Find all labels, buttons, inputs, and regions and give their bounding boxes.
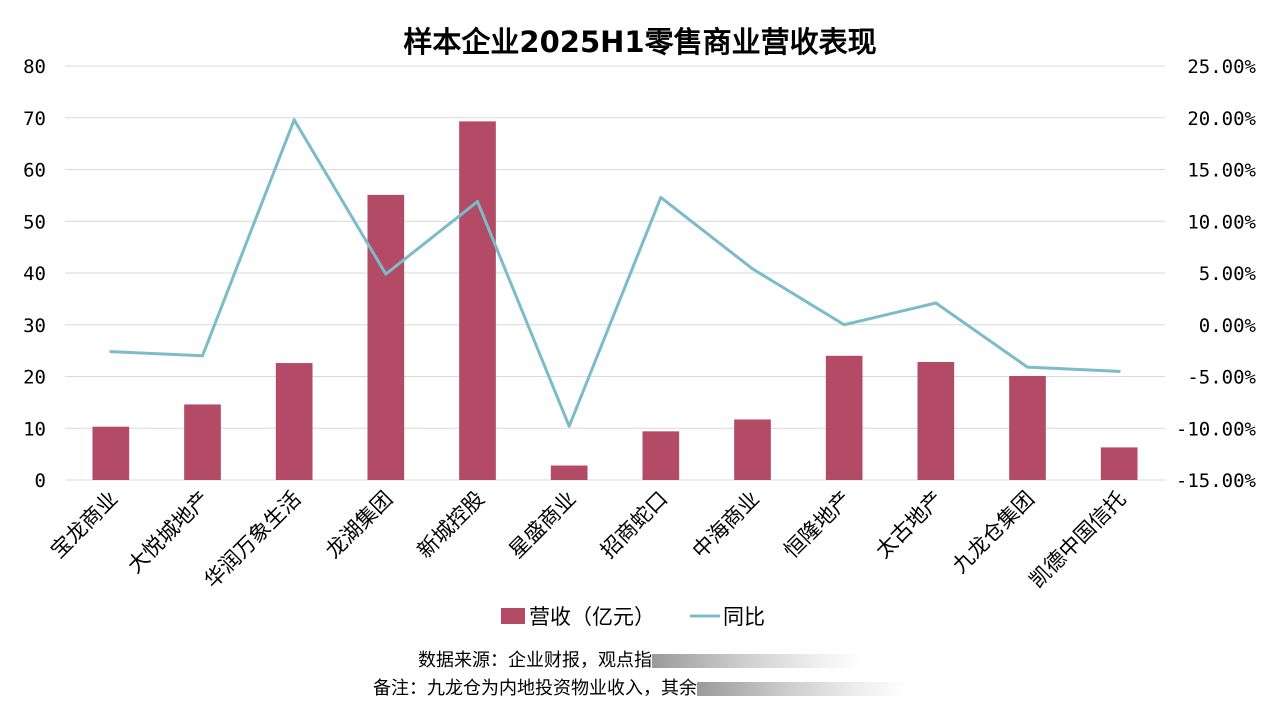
remark-text: 备注：九龙仓为内地投资物业收入，其余	[373, 678, 697, 699]
category-label: 宝龙商业	[46, 487, 122, 563]
left-tick-label: 60	[23, 160, 46, 182]
category-label: 大悦城地产	[123, 487, 214, 578]
bar	[92, 426, 130, 480]
yoy-point	[476, 200, 479, 204]
yoy-point	[384, 272, 388, 276]
category-label: 华润万象生活	[200, 487, 306, 593]
left-tick-label: 80	[23, 56, 46, 78]
yoy-point	[842, 323, 846, 327]
bar	[275, 363, 313, 480]
redacted-block	[697, 682, 907, 696]
redacted-block	[652, 654, 862, 668]
right-tick-label: 10.00%	[1187, 211, 1256, 233]
bar	[642, 431, 680, 480]
right-tick-label: -5.00%	[1187, 367, 1256, 389]
revenue-bars	[92, 121, 1138, 481]
bar	[825, 355, 863, 480]
yoy-point	[1026, 365, 1029, 369]
gridlines	[65, 65, 1165, 481]
yoy-point	[934, 301, 938, 305]
category-label: 太古地产	[871, 487, 947, 563]
category-label: 中海商业	[688, 487, 764, 563]
left-tick-label: 0	[35, 470, 46, 492]
bar	[367, 194, 405, 481]
bar	[459, 121, 496, 480]
right-tick-label: 25.00%	[1187, 56, 1256, 78]
yoy-point	[292, 118, 296, 122]
category-labels: 宝龙商业 大悦城地产华润万象生活 龙湖集团 新城控股 星盛商业 招商蛇口 中海商业 恒隆地产太…	[46, 487, 1131, 593]
left-axis-ticks: 0 10 20 30 40 50 60 70 80	[23, 56, 46, 492]
legend-swatch-revenue	[501, 608, 525, 624]
yoy-point	[567, 424, 571, 428]
category-label: 新城控股	[413, 487, 489, 563]
category-label: 九龙仓集团	[948, 487, 1039, 578]
source-note: 数据来源：企业财报，观点指	[0, 646, 1280, 672]
yoy-point	[201, 354, 204, 358]
category-label: 恒隆地产	[779, 487, 855, 563]
left-tick-label: 70	[23, 108, 46, 130]
left-tick-label: 20	[23, 367, 46, 389]
bar	[734, 419, 771, 480]
yoy-line	[109, 118, 1121, 428]
legend-label-yoy: 同比	[723, 605, 765, 629]
category-label: 凯德中国信托	[1025, 487, 1131, 593]
yoy-point	[109, 350, 113, 354]
chart-title: 样本企业2025H1零售商业营收表现	[403, 25, 876, 59]
bar	[1009, 375, 1046, 480]
right-axis-ticks: -15.00% -10.00% -5.00% 0.00% 5.00% 10.00% 15.0…	[1176, 56, 1257, 492]
legend: 营收（亿元） 同比	[501, 605, 765, 629]
bar	[917, 362, 955, 480]
left-tick-label: 40	[23, 263, 46, 285]
bar	[1100, 447, 1138, 480]
category-label: 招商蛇口	[596, 487, 672, 563]
left-tick-label: 10	[23, 418, 46, 440]
right-tick-label: 20.00%	[1187, 108, 1256, 130]
yoy-series-line	[110, 118, 1120, 428]
yoy-point	[751, 267, 754, 271]
bar	[184, 404, 221, 480]
right-tick-label: 0.00%	[1199, 315, 1257, 337]
left-tick-label: 30	[23, 315, 46, 337]
left-tick-label: 50	[23, 211, 46, 233]
yoy-point	[1117, 369, 1121, 373]
source-text: 数据来源：企业财报，观点指	[418, 650, 652, 671]
legend-label-revenue: 营收（亿元）	[529, 605, 655, 629]
category-label: 龙湖集团	[321, 487, 397, 563]
category-label: 星盛商业	[504, 487, 580, 563]
right-tick-label: 15.00%	[1187, 160, 1256, 182]
right-tick-label: -15.00%	[1176, 470, 1257, 492]
yoy-point	[659, 195, 663, 199]
remark-note: 备注：九龙仓为内地投资物业收入，其余	[0, 674, 1280, 700]
right-tick-label: -10.00%	[1176, 418, 1257, 440]
right-tick-label: 5.00%	[1199, 263, 1257, 285]
bar	[550, 465, 588, 480]
